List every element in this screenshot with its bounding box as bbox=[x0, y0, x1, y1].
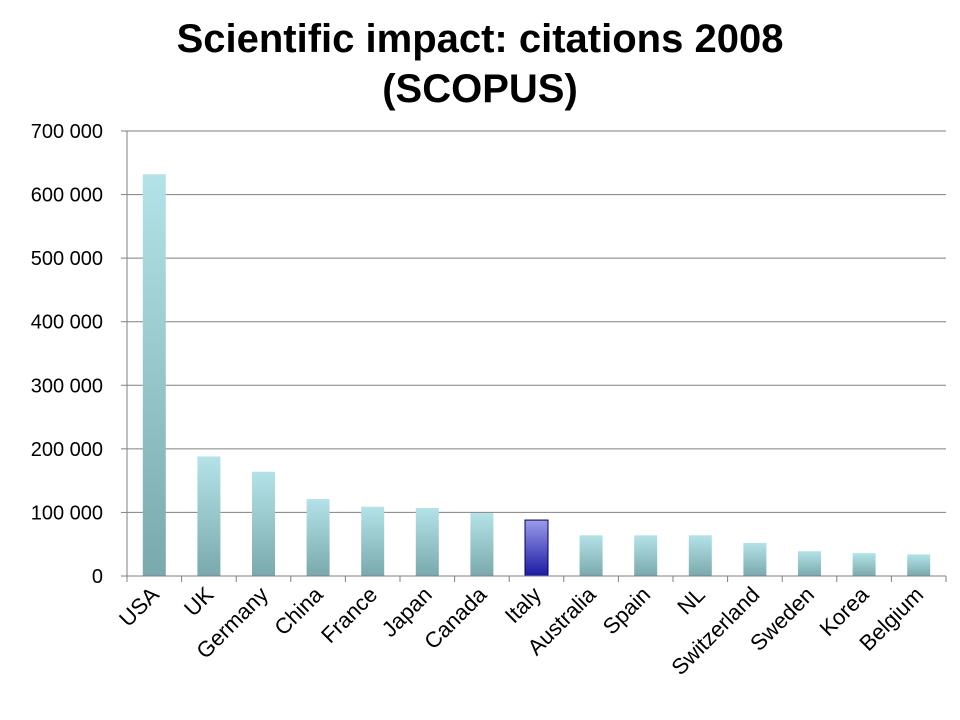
bar-belgium bbox=[907, 554, 931, 576]
bar-spain bbox=[634, 535, 658, 576]
bar-korea bbox=[852, 553, 876, 576]
x-category-label: France bbox=[316, 582, 382, 648]
y-tick-label: 700 000 bbox=[31, 121, 103, 143]
bar-france bbox=[361, 506, 385, 576]
x-category-label: Canada bbox=[419, 581, 492, 654]
y-tick-label: 400 000 bbox=[31, 312, 103, 334]
y-tick-label: 0 bbox=[92, 566, 103, 588]
chart-title: Scientific impact: citations 2008 (SCOPU… bbox=[0, 14, 960, 114]
y-tick-label: 500 000 bbox=[31, 248, 103, 270]
chart-title-line-1: Scientific impact: citations 2008 bbox=[176, 17, 784, 61]
bar-italy bbox=[524, 519, 549, 577]
bar-japan bbox=[415, 507, 439, 576]
y-tick-label: 600 000 bbox=[31, 185, 103, 207]
y-tick-label: 200 000 bbox=[31, 439, 103, 461]
x-category-label: Spain bbox=[598, 582, 655, 639]
y-tick-label: 300 000 bbox=[31, 375, 103, 397]
bar-sweden bbox=[798, 551, 821, 576]
bar-switzerland bbox=[743, 542, 767, 576]
x-category-label: Italy bbox=[500, 582, 546, 628]
x-category-label: NL bbox=[672, 582, 710, 620]
chart-title-line-2: (SCOPUS) bbox=[382, 67, 578, 111]
bar-uk bbox=[197, 456, 221, 576]
y-tick-label: 100 000 bbox=[31, 502, 103, 524]
x-category-label: UK bbox=[179, 582, 219, 622]
x-category-label: USA bbox=[114, 582, 164, 632]
bar-germany bbox=[252, 471, 275, 576]
bar-usa bbox=[142, 174, 166, 576]
bar-australia bbox=[579, 535, 603, 576]
bar-canada bbox=[470, 513, 494, 576]
bar-china bbox=[306, 499, 330, 576]
bar-nl bbox=[688, 535, 712, 576]
